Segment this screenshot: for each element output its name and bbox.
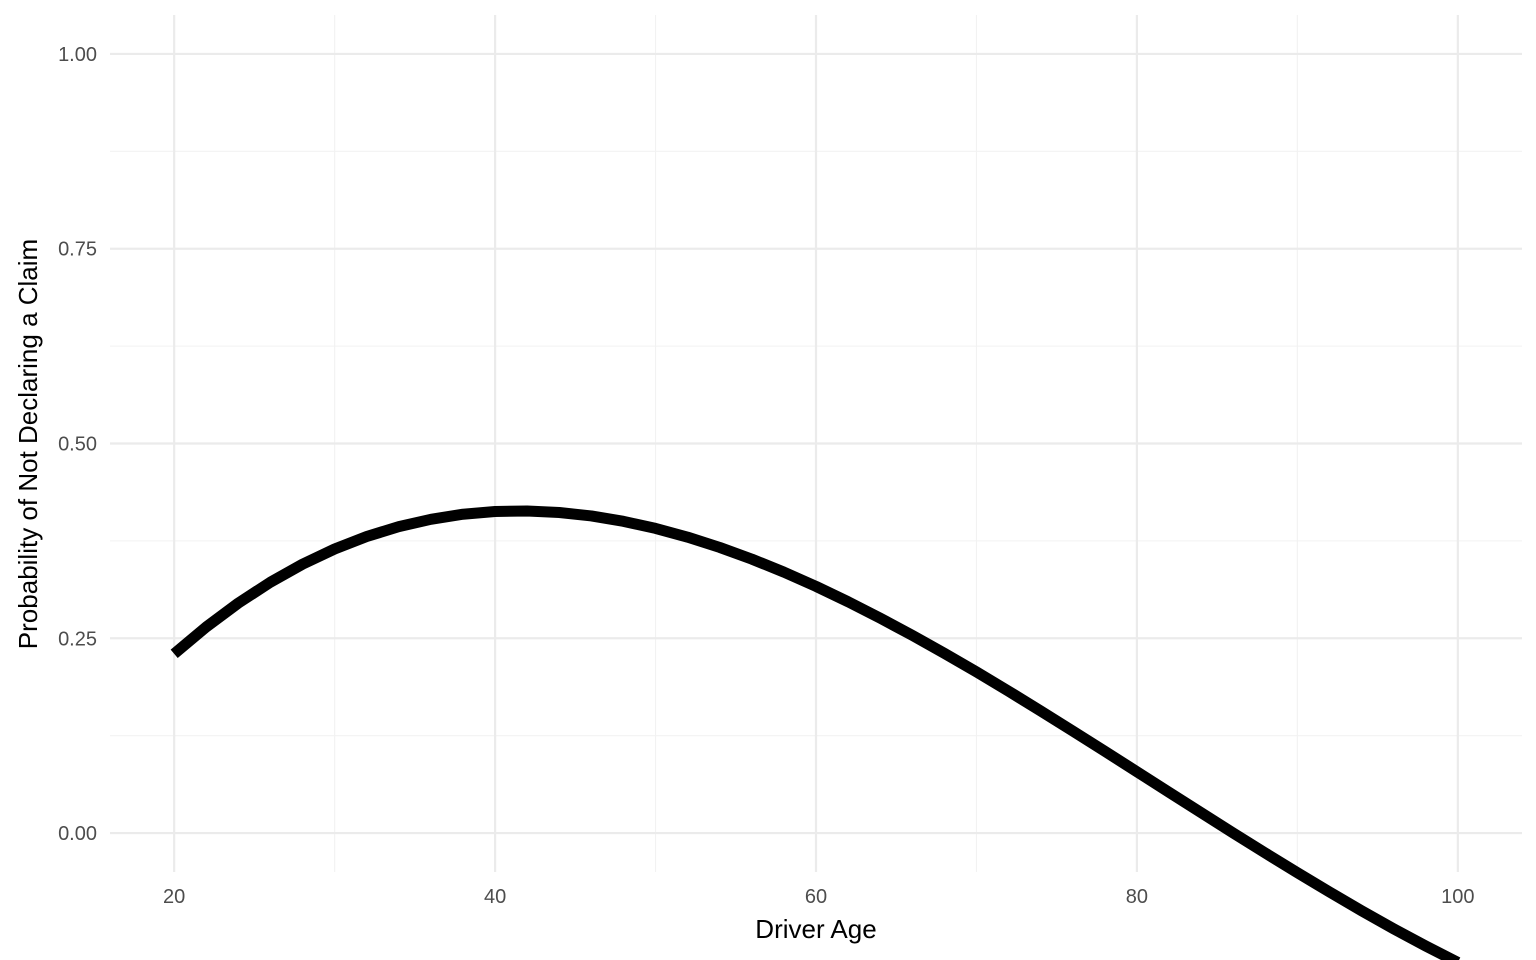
series-line	[170, 505, 1461, 960]
x-tick-label: 20	[163, 886, 185, 908]
y-tick-label: 0.50	[58, 434, 97, 456]
x-tick-label: 40	[484, 886, 506, 908]
grid-layer	[110, 15, 1522, 872]
y-tick-label: 0.25	[58, 628, 97, 650]
x-axis-title: Driver Age	[755, 914, 876, 944]
x-tick-label: 100	[1441, 886, 1474, 908]
y-tick-label: 0.00	[58, 823, 97, 845]
x-tick-label: 80	[1126, 886, 1148, 908]
y-axis-title: Probability of Not Declaring a Claim	[13, 239, 43, 649]
y-tick-label: 1.00	[58, 44, 97, 66]
x-tick-label: 60	[805, 886, 827, 908]
tick-labels: 20 40 60 80 100 0.00 0.25 0.50 0.75 1.00	[58, 44, 1474, 908]
series-layer	[170, 505, 1461, 960]
y-tick-label: 0.75	[58, 239, 97, 261]
